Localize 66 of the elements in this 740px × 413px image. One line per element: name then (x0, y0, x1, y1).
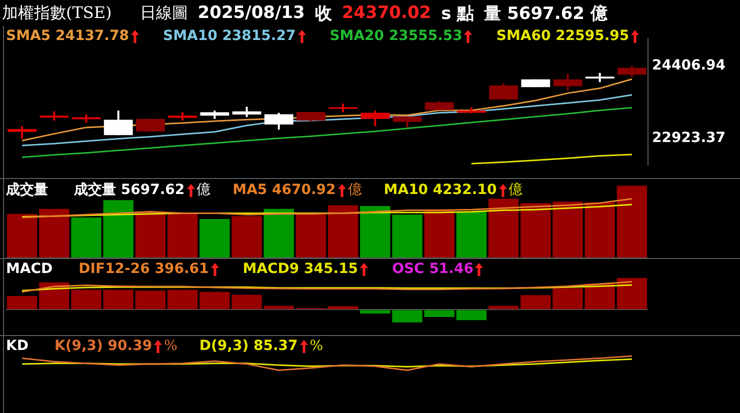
bar (167, 212, 198, 258)
chart-subtitle: 日線圖 (140, 2, 188, 24)
bar (488, 306, 519, 310)
text: SMA60 22595.95 (496, 28, 630, 44)
bar (6, 296, 38, 310)
bar (360, 206, 390, 258)
bar (424, 310, 454, 317)
bar (392, 310, 422, 322)
series-label: DIF12-26 396.61 (78, 261, 209, 277)
text: SMA5 24137.78 (6, 28, 129, 44)
series-label: K(9,3) 90.39 % (54, 338, 178, 354)
text: SMA10 23815.27 (162, 28, 296, 44)
bar (296, 214, 326, 258)
text: 收 (314, 2, 332, 24)
candlestick (360, 110, 390, 128)
bar (200, 292, 230, 310)
text: s 點 (441, 2, 474, 24)
text: OSC 51.46 (392, 261, 474, 277)
chart-title: 成交量 (6, 181, 48, 199)
bar (616, 186, 648, 258)
bar (135, 212, 166, 258)
chart-title: KD (6, 338, 28, 354)
candlestick (232, 106, 262, 118)
bar (488, 198, 519, 258)
y-tick-label: 22923.37 (652, 130, 726, 146)
text: SMA20 23555.53 (330, 28, 462, 44)
bar (328, 205, 358, 258)
series-label: MA10 4232.10 億 (384, 181, 523, 199)
bar (200, 218, 230, 258)
bar (264, 306, 294, 310)
bar (360, 310, 390, 314)
chart-title: MACD (6, 261, 53, 277)
bar (135, 290, 166, 310)
bar (71, 290, 102, 310)
bar (520, 295, 551, 310)
bar (520, 203, 551, 258)
bar (456, 212, 487, 258)
bar (39, 208, 70, 258)
candlestick (40, 110, 69, 122)
series-label: MA5 4670.92 億 (232, 181, 362, 199)
y-tick-label: 24406.94 (652, 58, 726, 74)
text: 量 5697.62 億 (484, 2, 608, 24)
bar (232, 294, 262, 310)
bar (6, 214, 38, 258)
annotation: 成交量 5697.62 億 (74, 181, 211, 199)
bar (584, 202, 615, 258)
text: 2025/08/13 (198, 3, 305, 23)
text: 24370.02 (342, 3, 432, 23)
bar (232, 216, 262, 258)
bar (552, 288, 583, 310)
bar (552, 202, 583, 258)
candlestick (585, 72, 614, 84)
bar (103, 200, 134, 258)
candlestick (8, 125, 36, 140)
bar (456, 310, 487, 320)
bar (264, 208, 294, 258)
series-label: D(9,3) 85.37 % (199, 338, 324, 354)
bar (71, 218, 102, 258)
bar (103, 290, 134, 310)
bar (616, 278, 648, 310)
chart-title: 加權指數(TSE) (2, 2, 112, 24)
bar (328, 306, 358, 310)
bar (392, 214, 422, 258)
bar (424, 210, 454, 258)
bar (167, 290, 198, 310)
series-label: MACD9 345.15 (242, 261, 358, 277)
